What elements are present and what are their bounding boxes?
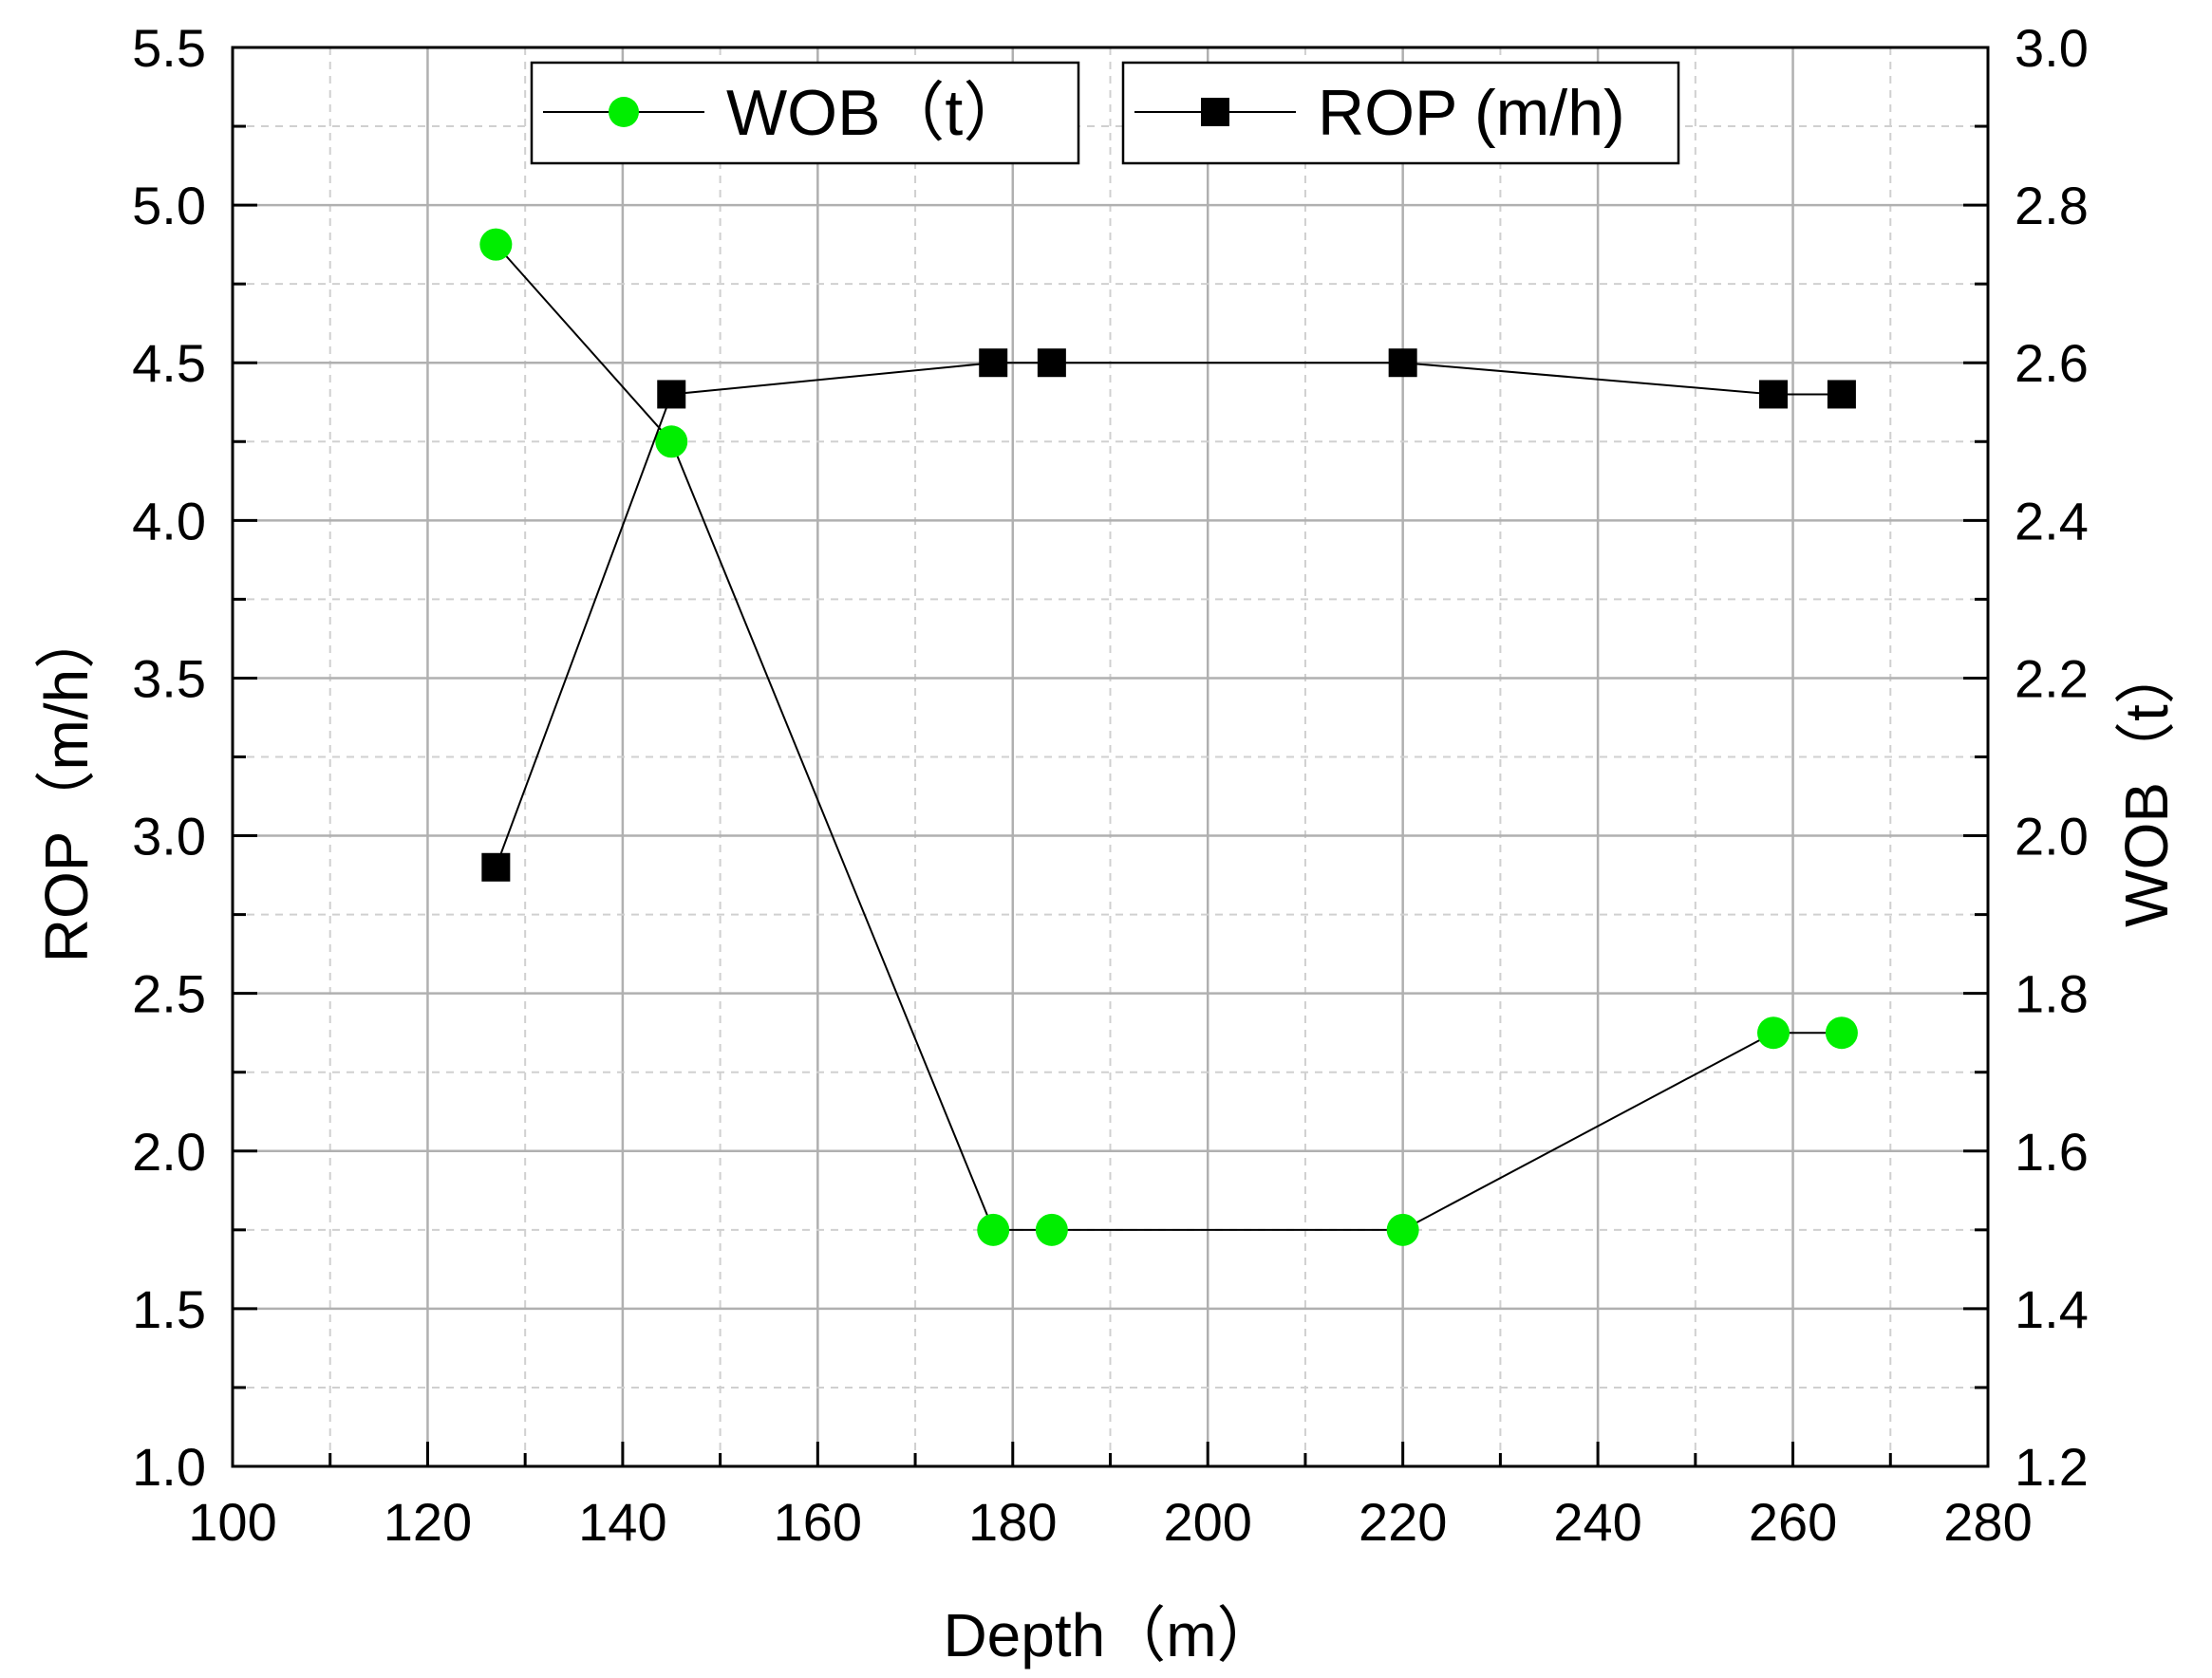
x-tick-label: 120 [384,1492,472,1552]
legend-rop: ROP (m/h) [1121,61,1680,165]
y-right-tick-label: 2.2 [2015,648,2089,708]
y-left-tick-label: 3.5 [132,648,206,708]
x-tick-label: 220 [1359,1492,1447,1552]
wob-point [977,1213,1010,1246]
rop-point [1388,348,1417,378]
y-left-tick-label: 2.0 [132,1122,206,1182]
y-right-tick-label: 1.8 [2015,964,2089,1024]
rop-point [657,380,686,409]
legend-rop-marker [1201,98,1229,126]
y-right-tick-label: 2.4 [2015,491,2089,550]
y-right-axis-title: WOB（t） [2112,643,2181,927]
x-tick-label: 140 [578,1492,666,1552]
y-left-tick-label: 1.5 [132,1279,206,1339]
y-left-tick-label: 5.5 [132,18,206,78]
y-left-tick-label: 4.0 [132,491,206,550]
wob-point [1386,1213,1419,1246]
x-tick-label: 260 [1749,1492,1837,1552]
y-right-tick-label: 3.0 [2015,18,2089,78]
y-left-tick-label: 2.5 [132,964,206,1024]
y-left-tick-label: 3.0 [132,807,206,867]
y-right-tick-label: 1.4 [2015,1279,2089,1339]
x-tick-label: 280 [1943,1492,2032,1552]
y-left-axis-title: ROP（m/h） [32,608,101,962]
y-right-tick-label: 2.8 [2015,176,2089,235]
x-tick-label: 100 [188,1492,276,1552]
rop-point [1037,348,1066,378]
wob-point [1825,1016,1858,1050]
y-left-tick-label: 1.0 [132,1437,206,1497]
x-tick-label: 160 [774,1492,862,1552]
rop-point [481,852,511,882]
rop-point [979,348,1008,378]
wob-point [1757,1016,1790,1050]
y-right-tick-label: 2.6 [2015,333,2089,393]
legend-wob-marker [609,97,639,127]
wob-point [479,228,513,261]
y-right-tick-label: 1.6 [2015,1122,2089,1182]
y-right-tick-label: 1.2 [2015,1437,2089,1497]
legend-rop-label: ROP (m/h) [1318,77,1625,149]
wob-point [1035,1213,1068,1246]
rop-point [1759,380,1789,409]
x-tick-label: 240 [1553,1492,1641,1552]
legend-wob-label: WOB（t） [726,77,1027,149]
y-left-tick-label: 4.5 [132,333,206,393]
y-left-tick-label: 5.0 [132,176,206,235]
x-axis-title: Depth（m） [943,1601,1277,1669]
series-layer [479,228,1858,1246]
wob-point [655,425,688,458]
legend-wob: WOB（t） [530,61,1080,165]
series-line-rop [495,362,1842,868]
ticks: 100 120 140 160 180 200 220 240 260 280 1.0 1.5 2.0 2… [132,18,2089,1552]
y-right-tick-label: 2.0 [2015,807,2089,867]
x-tick-label: 200 [1164,1492,1252,1552]
x-tick-label: 180 [968,1492,1057,1552]
rop-point [1827,380,1856,409]
